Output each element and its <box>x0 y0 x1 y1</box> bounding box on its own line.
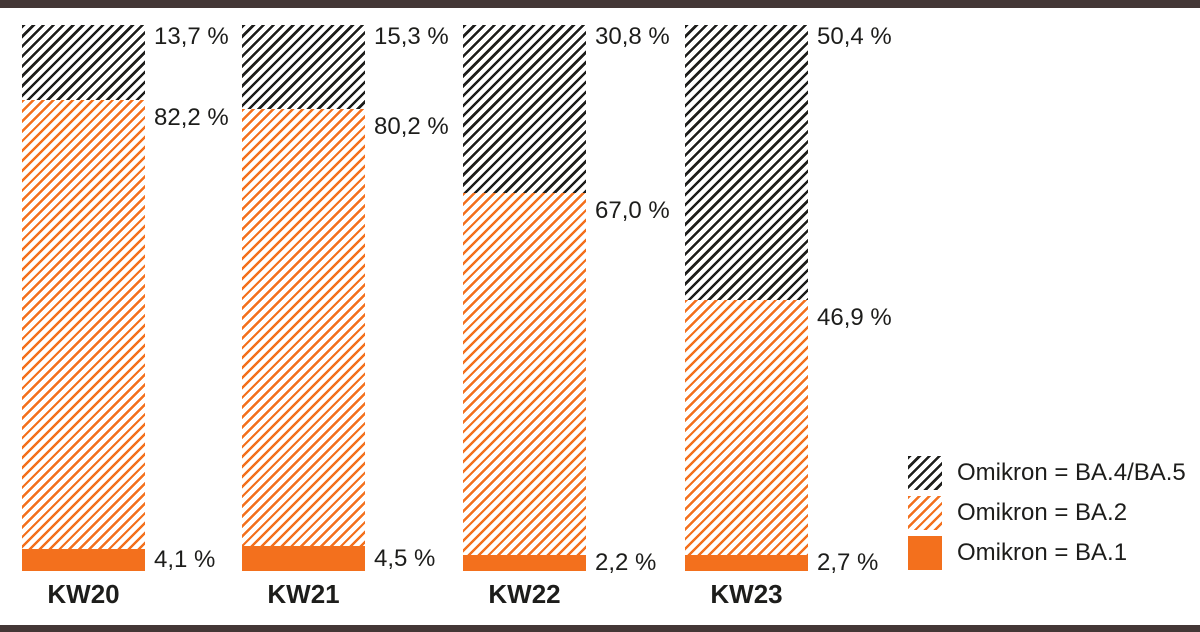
value-label-kw21-series0: 15,3 % <box>374 23 449 50</box>
top-window-edge <box>0 0 1200 8</box>
value-label-kw23-series2: 2,7 % <box>817 549 879 576</box>
value-label-kw22-series0: 30,8 % <box>595 23 670 50</box>
black-hatch-swatch-icon <box>908 456 942 490</box>
value-label-kw20-series1: 82,2 % <box>154 103 229 131</box>
value-label-kw21-series1: 80,2 % <box>374 112 449 140</box>
bar-kw21-segment-solid-orange <box>242 546 365 571</box>
value-label-kw20-series0: 13,7 % <box>154 23 229 50</box>
orange-solid-swatch-icon <box>908 536 942 570</box>
bar-kw22-segment-hatch-black <box>463 25 586 194</box>
value-label-kw23-series0: 50,4 % <box>817 23 892 50</box>
category-label-kw23: KW23 <box>710 579 783 609</box>
bar-kw21-segment-hatch-orange <box>242 108 365 547</box>
bar-kw20 <box>22 25 145 571</box>
value-label-kw22-series1: 67,0 % <box>595 197 670 225</box>
category-label-kw20: KW20 <box>47 579 120 609</box>
legend-label-ba4-ba5: Omikron = BA.4/BA.5 <box>957 459 1186 486</box>
bar-kw20-segment-hatch-orange <box>22 99 145 549</box>
bar-kw23 <box>685 25 808 571</box>
bar-kw23-segment-hatch-orange <box>685 300 808 555</box>
orange-hatch-swatch-icon <box>908 496 942 530</box>
legend-row-ba1: Omikron = BA.1 <box>908 536 1186 570</box>
value-label-kw21-series2: 4,5 % <box>374 544 436 572</box>
legend-row-ba4-ba5: Omikron = BA.4/BA.5 <box>908 456 1186 490</box>
bottom-window-edge <box>0 625 1200 632</box>
value-label-kw22-series2: 2,2 % <box>595 549 657 576</box>
category-label-kw21: KW21 <box>267 579 340 609</box>
category-label-kw22: KW22 <box>488 579 561 609</box>
bar-kw20-segment-solid-orange <box>22 548 145 571</box>
legend-label-ba1: Omikron = BA.1 <box>957 539 1128 566</box>
legend-label-ba2: Omikron = BA.2 <box>957 499 1128 526</box>
bar-kw20-segment-hatch-black <box>22 25 145 100</box>
bar-kw22-segment-solid-orange <box>463 554 586 571</box>
bar-kw22 <box>463 25 586 571</box>
value-label-kw23-series1: 46,9 % <box>817 304 892 332</box>
bar-kw21-segment-hatch-black <box>242 25 365 109</box>
bar-kw23-segment-hatch-black <box>685 25 808 301</box>
value-label-kw20-series2: 4,1 % <box>154 545 216 573</box>
bar-kw21 <box>242 25 365 571</box>
bar-kw22-segment-hatch-orange <box>463 193 586 555</box>
legend-row-ba2: Omikron = BA.2 <box>908 496 1186 530</box>
chart-legend: Omikron = BA.4/BA.5 Omikron = BA.2 Omikr… <box>908 456 1186 576</box>
bar-kw23-segment-solid-orange <box>685 554 808 571</box>
